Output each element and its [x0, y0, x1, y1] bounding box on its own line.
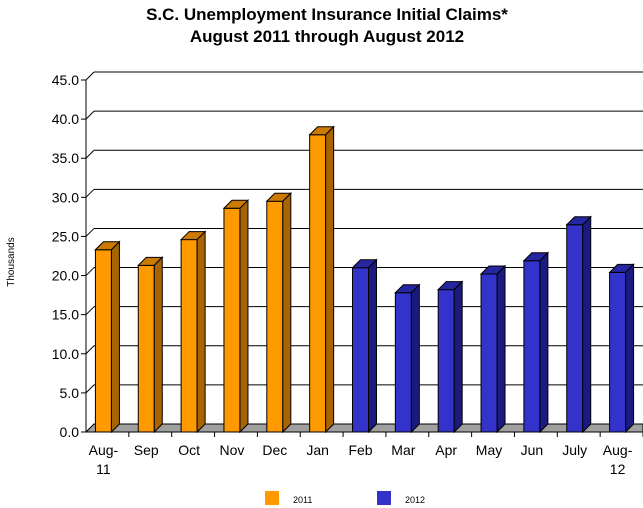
bar-front	[609, 271, 627, 433]
gridline-depth	[85, 267, 95, 276]
gridline-depth	[85, 384, 95, 394]
bar-front	[523, 260, 541, 433]
x-tick-label-line2: 11	[96, 461, 111, 477]
bar-3	[179, 230, 207, 434]
bar-side	[153, 256, 163, 434]
x-tick-label: Feb	[348, 442, 372, 458]
bar-side	[453, 280, 463, 434]
bar-front	[309, 134, 327, 433]
bar-6	[308, 125, 335, 434]
x-tick-label: Jan	[306, 442, 329, 458]
bar-11	[522, 251, 550, 434]
x-tick-label: July	[562, 442, 587, 458]
chart-title-line1: S.C. Unemployment Insurance Initial Clai…	[146, 5, 508, 24]
y-tick-label: 5.0	[60, 385, 80, 401]
bar-front	[180, 239, 198, 433]
bar-13	[608, 263, 635, 434]
y-tick-label: 25.0	[52, 228, 79, 244]
bar-front	[394, 292, 412, 433]
bar-side	[625, 263, 635, 434]
bar-side	[110, 240, 120, 434]
bar-front	[223, 207, 241, 433]
x-tick-label: Aug-	[603, 442, 633, 458]
y-tick-label: 10.0	[52, 346, 79, 362]
gridline-depth	[85, 110, 95, 120]
bar-7	[351, 258, 378, 434]
bar-front	[94, 249, 112, 433]
bar-side	[282, 192, 292, 434]
x-tick-label: Oct	[178, 442, 200, 458]
y-tick-label: 20.0	[52, 268, 79, 284]
bar-side	[410, 283, 420, 434]
legend-swatch-2012	[377, 491, 391, 505]
chart-title-line2: August 2011 through August 2012	[190, 27, 464, 46]
bar-12	[565, 215, 592, 434]
bar-5	[265, 192, 293, 434]
bar-front	[480, 273, 498, 433]
bar-4	[222, 199, 250, 434]
bars	[94, 125, 635, 434]
axes: 0.0 5.0 10.0 15.0 20.0 25.0 30.0 35.0 40.0 45.0 Au…	[52, 72, 643, 477]
legend: 2011 2012	[265, 491, 425, 505]
x-tick-label: Apr	[435, 442, 457, 458]
y-tick-label: 40.0	[52, 111, 79, 127]
bar-front	[137, 264, 155, 433]
bar-side	[196, 230, 206, 434]
gridline-depth	[85, 228, 95, 237]
bar-2	[137, 256, 164, 434]
bar-front	[437, 289, 455, 433]
bar-front	[566, 224, 584, 433]
x-tick-label: May	[476, 442, 502, 458]
bar-front	[352, 267, 369, 433]
bar-8	[394, 283, 421, 434]
gridline-depth	[85, 71, 95, 81]
bar-10	[479, 264, 507, 434]
x-tick-label: Jun	[521, 442, 544, 458]
gridline-depth	[85, 188, 95, 198]
x-tick-label: Sep	[134, 442, 159, 458]
x-tick-label: Dec	[262, 442, 287, 458]
y-tick-label: 45.0	[52, 72, 79, 88]
y-tick-label: 0.0	[60, 424, 80, 440]
legend-label-2012: 2012	[405, 495, 425, 505]
y-tick-label: 15.0	[52, 307, 79, 323]
x-tick-label-line2: 12	[610, 461, 626, 477]
legend-label-2011: 2011	[293, 495, 312, 505]
x-tick-label: Nov	[220, 442, 245, 458]
bar-side	[368, 258, 377, 434]
bar-side	[582, 215, 592, 434]
bar-side	[239, 199, 249, 434]
bar-1	[94, 240, 121, 434]
x-tick-label: Mar	[391, 442, 415, 458]
gridline-depth	[85, 345, 95, 355]
bar-side	[325, 125, 335, 434]
gridline-depth	[85, 306, 95, 316]
bar-9	[436, 280, 464, 434]
bar-side	[539, 251, 549, 434]
gridline-depth	[85, 149, 95, 159]
bar-front	[266, 200, 284, 433]
bar-side	[496, 264, 506, 434]
y-tick-label: 35.0	[52, 150, 79, 166]
y-tick-label: 30.0	[52, 189, 79, 205]
legend-swatch-2011	[265, 491, 279, 505]
x-tick-label: Aug-	[89, 442, 119, 458]
y-axis-label: Thousands	[6, 237, 17, 286]
